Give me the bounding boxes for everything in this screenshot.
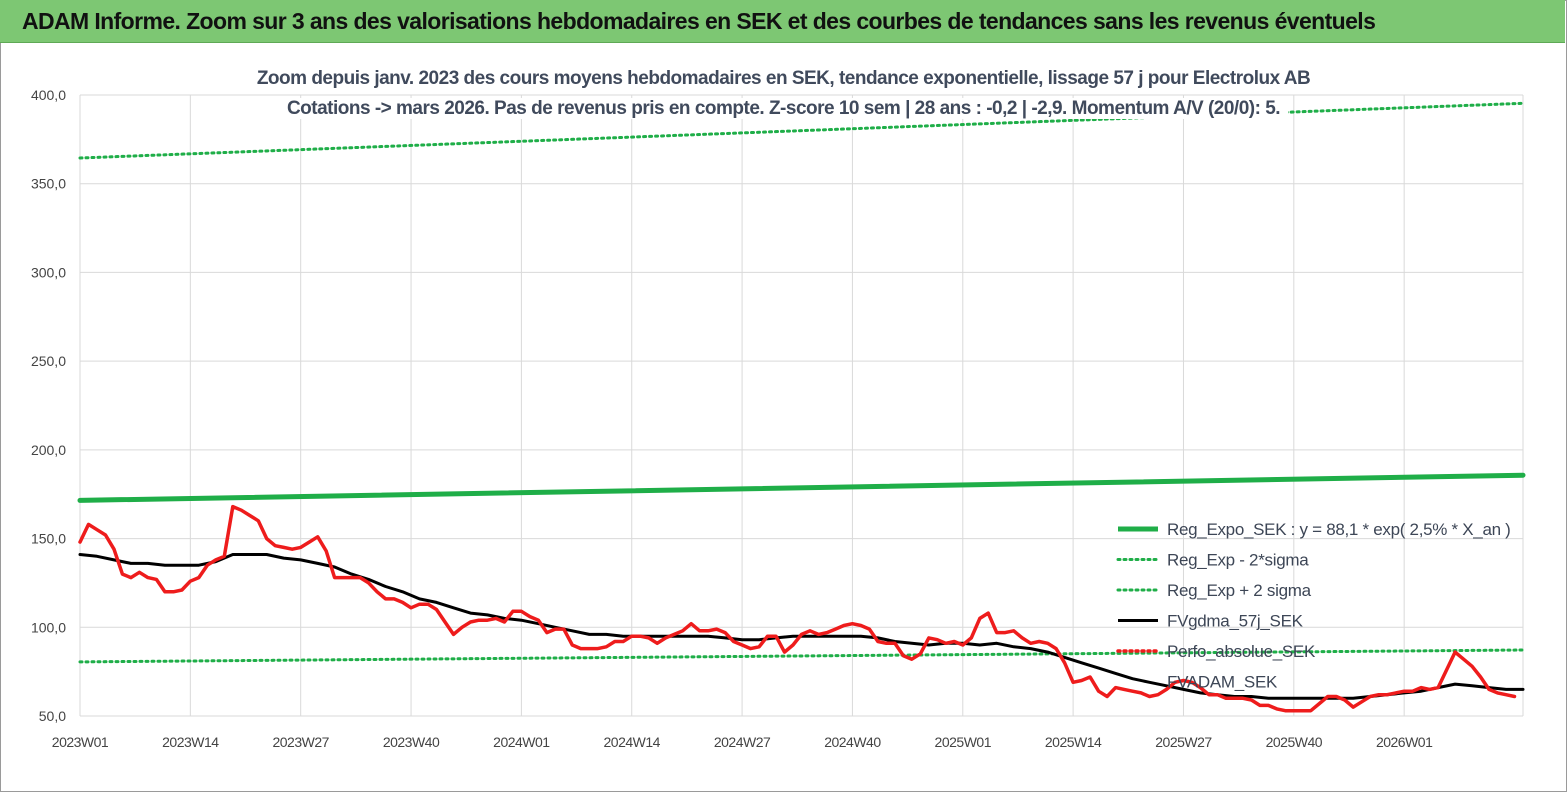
report-header-banner: ADAM Informe. Zoom sur 3 ans des valoris…: [0, 0, 1565, 43]
x-tick-label: 2023W40: [383, 734, 440, 750]
legend-label: Perfo_absolue_SEK: [1167, 642, 1316, 661]
y-tick-label: 50,0: [39, 708, 66, 724]
x-tick-label: 2024W14: [604, 734, 661, 750]
chart-subtitle-row: Cotations -> mars 2026. Pas de revenus p…: [0, 98, 1567, 120]
x-tick-label: 2024W40: [824, 734, 881, 750]
x-axis-tick-labels: 2023W01 2023W14 2023W27 2023W40 2024W01 2024W…: [52, 734, 1434, 750]
legend: Reg_Expo_SEK : y = 88,1 * exp( 2,5% * X_…: [1116, 520, 1511, 692]
series-line-reg_expo: [77, 472, 1526, 503]
chart-subtitle: Cotations -> mars 2026. Pas de revenus p…: [278, 98, 1289, 119]
y-tick-label: 400,0: [31, 87, 66, 103]
x-tick-label: 2023W14: [162, 734, 219, 750]
y-tick-label: 150,0: [31, 531, 66, 547]
series-line-minus2: [78, 648, 1525, 664]
x-tick-label: 2025W27: [1155, 734, 1212, 750]
y-tick-label: 200,0: [31, 442, 66, 458]
legend-label: FVgdma_57j_SEK: [1167, 612, 1304, 631]
y-tick-label: 350,0: [31, 176, 66, 192]
chart-title: Zoom depuis janv. 2023 des cours moyens …: [256, 68, 1311, 89]
x-tick-label: 2024W27: [714, 734, 771, 750]
x-tick-label: 2023W27: [272, 734, 329, 750]
y-axis-tick-labels: 50,0 100,0 150,0 200,0 250,0 300,0 350,0 400,0: [31, 87, 66, 724]
legend-label: Reg_Expo_SEK : y = 88,1 * exp( 2,5% * X_…: [1167, 520, 1511, 539]
series-line-fvgdma: [78, 553, 1525, 700]
x-tick-label: 2025W14: [1045, 734, 1102, 750]
grid-lines: [79, 94, 1524, 717]
chart-plot: 50,0100,0150,0200,0250,0300,0350,0400,0 …: [31, 87, 1526, 750]
y-tick-label: 100,0: [31, 619, 66, 635]
legend-label: Reg_Exp - 2*sigma: [1167, 551, 1309, 570]
y-tick-label: 250,0: [31, 353, 66, 369]
data-series: [77, 101, 1526, 713]
legend-label: Reg_Exp + 2 sigma: [1167, 581, 1312, 600]
report-title: ADAM Informe. Zoom sur 3 ans des valoris…: [22, 8, 1376, 34]
x-tick-label: 2025W40: [1266, 734, 1323, 750]
x-tick-label: 2024W01: [493, 734, 550, 750]
x-tick-label: 2025W01: [935, 734, 992, 750]
series-line-perfo: [78, 504, 1517, 713]
y-tick-label: 300,0: [31, 264, 66, 280]
x-tick-label: 2026W01: [1376, 734, 1433, 750]
x-tick-label: 2023W01: [52, 734, 109, 750]
legend-label: FVADAM_SEK: [1167, 673, 1278, 692]
